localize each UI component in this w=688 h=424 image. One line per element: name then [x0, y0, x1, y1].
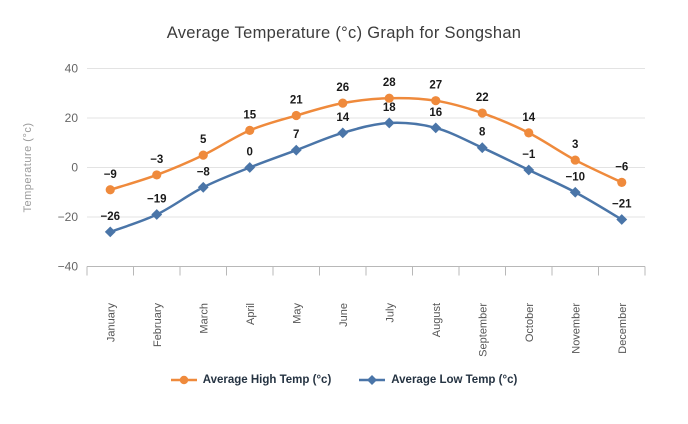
low-temp-value-label: −8: [197, 166, 211, 178]
month-label: August: [431, 303, 443, 337]
low-temp-value-label: 7: [293, 129, 299, 141]
month-label: October: [524, 303, 536, 342]
low-temp-value-label: 18: [383, 102, 396, 114]
low-temp-point[interactable]: [151, 209, 163, 220]
high-temp-value-label: −6: [615, 161, 628, 173]
low-temp-value-label: 8: [479, 127, 486, 139]
y-axis-title: Temperature (°c): [22, 122, 34, 212]
legend-label-low-temp: Average Low Temp (°c): [391, 374, 518, 386]
low-temp-point[interactable]: [104, 226, 116, 238]
month-label: March: [198, 303, 210, 334]
high-temp-point[interactable]: [477, 108, 487, 118]
legend-item-high-temp[interactable]: Average High Temp (°c): [170, 374, 332, 386]
low-temp-point[interactable]: [430, 122, 442, 134]
high-temp-value-label: 3: [572, 139, 578, 151]
low-temp-point[interactable]: [616, 214, 628, 225]
low-temp-point[interactable]: [197, 181, 209, 193]
legend-item-low-temp[interactable]: Average Low Temp (°c): [359, 374, 517, 386]
month-label: June: [338, 303, 350, 327]
high-temp-value-label: 14: [522, 112, 535, 124]
month-label: April: [245, 303, 257, 325]
high-temp-line: [109, 96, 623, 191]
y-tick-label: 0: [71, 161, 78, 175]
high-temp-point[interactable]: [245, 125, 255, 135]
y-tick-label: −20: [58, 210, 79, 224]
high-temp-point[interactable]: [291, 110, 301, 121]
month-label: September: [477, 303, 489, 357]
high-temp-value-label: 22: [476, 92, 489, 104]
low-series-legend-marker: [359, 374, 386, 386]
high-temp-point[interactable]: [105, 185, 115, 195]
y-tick-label: 20: [65, 111, 79, 125]
high-temp-value-label: −9: [104, 169, 117, 181]
low-temp-value-label: 14: [336, 112, 349, 124]
legend-label-high-temp: Average High Temp (°c): [202, 374, 332, 386]
high-temp-value-label: 27: [429, 80, 442, 92]
low-temp-value-label: −1: [522, 149, 536, 161]
low-temp-point[interactable]: [244, 162, 256, 173]
month-label: May: [291, 303, 303, 324]
high-temp-value-label: 15: [243, 109, 256, 121]
high-temp-value-label: −3: [150, 154, 163, 166]
high-temp-point[interactable]: [617, 177, 627, 187]
low-temp-value-label: 16: [429, 107, 442, 119]
low-temp-point[interactable]: [476, 142, 488, 154]
low-temp-value-label: −19: [147, 194, 167, 206]
low-temp-point[interactable]: [523, 164, 535, 176]
high-temp-value-label: 26: [336, 82, 349, 94]
month-label: July: [384, 303, 396, 323]
month-label: December: [617, 303, 629, 354]
low-temp-value-label: −26: [100, 211, 120, 223]
low-temp-point[interactable]: [290, 144, 302, 156]
high-temp-point[interactable]: [570, 155, 580, 165]
y-tick-label: −40: [58, 260, 79, 274]
month-label: February: [152, 303, 164, 348]
low-temp-point[interactable]: [569, 186, 581, 198]
low-temp-value-label: −21: [612, 198, 632, 210]
high-temp-value-label: 5: [200, 134, 207, 146]
high-temp-point[interactable]: [198, 150, 208, 160]
chart-title: Average Temperature (°c) Graph for Songs…: [166, 24, 522, 42]
high-temp-point[interactable]: [152, 170, 162, 180]
high-temp-value-label: 21: [290, 95, 303, 107]
high-series-legend-marker: [170, 374, 197, 386]
low-temp-value-label: 0: [247, 147, 253, 159]
high-temp-point[interactable]: [431, 96, 441, 106]
high-temp-point[interactable]: [384, 93, 394, 103]
low-temp-line: [109, 121, 623, 234]
legend: Average High Temp (°c) Average Low Temp …: [0, 374, 688, 386]
month-label: January: [105, 303, 117, 343]
low-temp-point[interactable]: [337, 127, 349, 139]
low-temp-value-label: −10: [565, 171, 585, 183]
high-temp-point[interactable]: [524, 128, 534, 138]
month-label: November: [570, 303, 582, 354]
high-temp-point[interactable]: [338, 98, 348, 108]
high-temp-value-label: 28: [383, 77, 396, 89]
y-tick-label: 40: [65, 62, 79, 76]
low-temp-point[interactable]: [383, 117, 395, 129]
